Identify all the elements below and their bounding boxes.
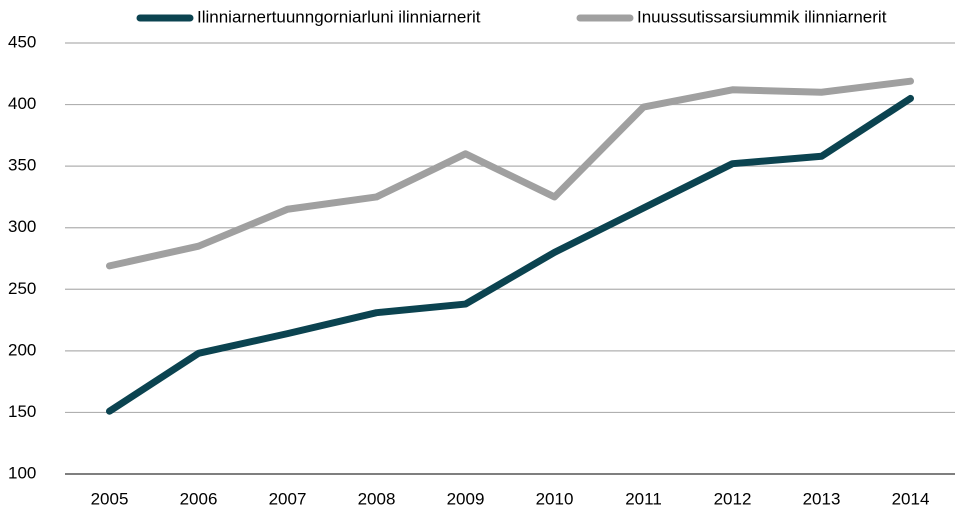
y-tick-label: 400 xyxy=(8,94,36,113)
x-tick-label: 2010 xyxy=(536,489,574,508)
y-tick-label: 200 xyxy=(8,340,36,359)
line-series xyxy=(106,94,914,415)
y-tick-label: 150 xyxy=(8,402,36,421)
legend-label: Inuussutissarsiummik ilinniarnerit xyxy=(637,7,887,26)
x-tick-label: 2011 xyxy=(625,489,662,508)
x-tick-label: 2007 xyxy=(269,489,307,508)
legend-label: Ilinniarnertuunngorniarluni ilinniarneri… xyxy=(197,7,481,26)
y-tick-label: 100 xyxy=(8,463,36,482)
x-tick-label: 2008 xyxy=(358,489,396,508)
line-series xyxy=(106,77,914,270)
x-tick-label: 2014 xyxy=(892,489,930,508)
y-tick-label: 450 xyxy=(8,32,36,51)
y-tick-label: 350 xyxy=(8,156,36,175)
x-tick-label: 2012 xyxy=(714,489,752,508)
x-tick-label: 2009 xyxy=(447,489,485,508)
x-tick-label: 2013 xyxy=(803,489,841,508)
y-tick-label: 250 xyxy=(8,279,36,298)
x-tick-label: 2005 xyxy=(91,489,129,508)
y-tick-label: 300 xyxy=(8,217,36,236)
x-tick-label: 2006 xyxy=(180,489,218,508)
